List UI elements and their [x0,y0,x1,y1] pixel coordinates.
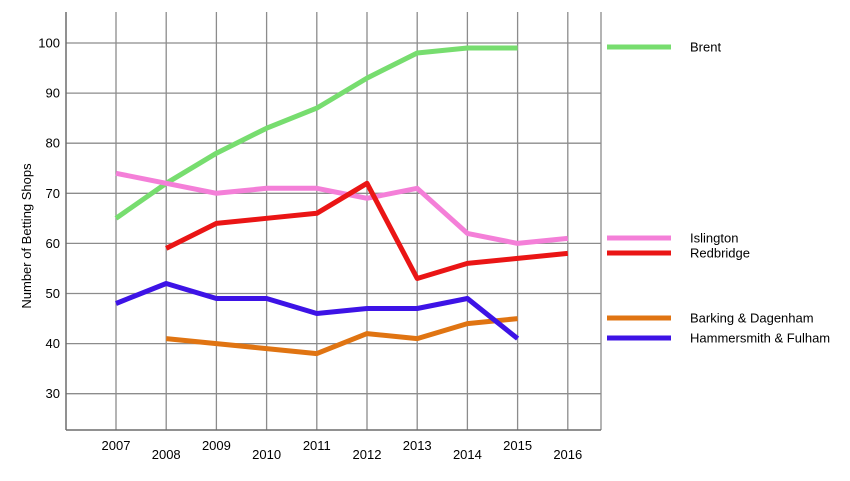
axes [65,12,601,431]
y-axis-label: Number of Betting Shops [19,163,34,309]
series-line-barking-dagenham [165,316,518,357]
y-tick-label: 90 [46,86,60,101]
series-lines [114,45,569,357]
grid [66,12,602,430]
x-tick-label: 2009 [202,438,231,453]
legend-item-brent: Brent [607,40,721,55]
x-tick-label: 2014 [453,447,482,462]
y-tick-label: 60 [46,236,60,251]
legend-label: Brent [690,40,721,55]
x-tick-label: 2007 [102,438,131,453]
series-line-islington [115,170,569,246]
y-tick-label: 50 [46,286,60,301]
legend-item-barking-dagenham: Barking & Dagenham [607,311,814,326]
y-tick-label: 40 [46,336,60,351]
y-tick-label: 70 [46,186,60,201]
legend-label: Redbridge [690,246,750,261]
x-tick-label: 2015 [503,438,532,453]
tick-labels: 30 40 50 60 70 80 90 100 2007 2008 2009 2010 2011 201… [38,36,582,463]
series-line-redbridge [165,180,569,281]
legend-label: Islington [690,231,738,246]
series-line-hammersmith-fulham [115,281,520,341]
series-line-brent [114,45,518,221]
y-tick-label: 100 [38,36,60,51]
legend-item-hammersmith-fulham: Hammersmith & Fulham [607,331,830,346]
x-tick-label: 2012 [353,447,382,462]
legend-item-redbridge: Redbridge [607,246,750,261]
x-tick-label: 2011 [303,438,331,453]
y-tick-label: 30 [46,386,60,401]
x-tick-label: 2008 [152,447,181,462]
legend-label: Barking & Dagenham [690,311,814,326]
x-tick-label: 2013 [403,438,432,453]
y-tick-label: 80 [46,136,60,151]
legend-label: Hammersmith & Fulham [690,331,830,346]
x-tick-label: 2010 [252,447,281,462]
x-tick-label: 2016 [553,447,582,462]
legend-item-islington: Islington [607,231,738,246]
